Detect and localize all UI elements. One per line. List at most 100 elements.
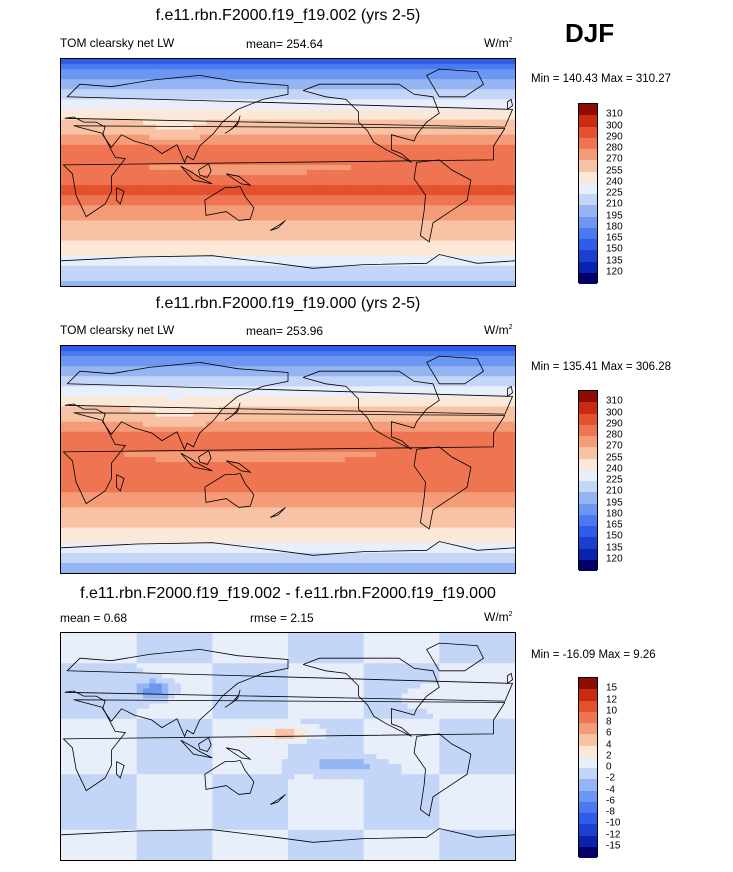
field-cell [149, 69, 157, 75]
field-cell [218, 391, 226, 398]
field-cell [458, 114, 466, 121]
field-cell [439, 371, 447, 377]
field-cell [420, 401, 428, 408]
field-cell [382, 129, 390, 136]
field-cell [451, 441, 459, 448]
field-cell [130, 205, 138, 211]
field-cell [281, 200, 289, 206]
field-cell [325, 119, 333, 126]
field-cell [369, 185, 377, 191]
field-cell [174, 441, 182, 448]
field-cell [464, 69, 472, 75]
field-cell [193, 346, 201, 352]
field-cell [243, 235, 251, 242]
field-cell [294, 381, 302, 387]
field-cell [92, 235, 100, 242]
field-cell [206, 195, 213, 201]
field-cell [262, 195, 270, 201]
field-cell [224, 215, 232, 222]
field-cell [451, 351, 459, 357]
field-cell [73, 190, 81, 196]
field-cell [174, 396, 182, 403]
field-cell [306, 144, 314, 151]
field-cell [124, 416, 131, 423]
field-cell [124, 235, 131, 242]
field-cell [439, 376, 447, 382]
field-cell [250, 59, 258, 65]
field-cell [124, 144, 131, 151]
field-cell [262, 169, 270, 176]
field-cell [124, 386, 131, 392]
field-cell [117, 59, 125, 65]
field-cell [269, 240, 276, 247]
field-cell [338, 185, 346, 191]
field-cell [407, 210, 415, 216]
field-cell [168, 159, 176, 166]
field-cell [496, 371, 503, 377]
field-cell [256, 225, 264, 232]
field-cell [174, 411, 182, 418]
field-cell [199, 230, 207, 237]
field-cell [111, 200, 119, 206]
field-cell [332, 356, 340, 362]
field-cell [363, 164, 371, 171]
field-cell [439, 426, 447, 433]
field-cell [187, 386, 195, 392]
field-cell [369, 220, 377, 227]
field-cell [275, 351, 283, 357]
field-cell [212, 200, 220, 206]
field-cell [433, 164, 440, 171]
field-cell [180, 436, 188, 443]
field-cell [212, 99, 220, 105]
field-cell [369, 456, 377, 463]
field-cell [477, 456, 485, 463]
field-cell [269, 185, 276, 191]
field-cell [73, 205, 81, 211]
field-cell [117, 371, 125, 377]
field-cell [319, 175, 327, 181]
field-cell [269, 180, 276, 186]
field-cell [395, 159, 403, 166]
field-cell [369, 250, 377, 257]
field-cell [344, 416, 352, 423]
field-cell [130, 441, 138, 448]
field-cell [218, 250, 226, 257]
field-cell [508, 200, 515, 206]
field-cell [508, 371, 515, 377]
field-cell [130, 366, 138, 372]
field-cell [262, 456, 270, 463]
field-cell [433, 69, 440, 75]
field-cell [294, 386, 302, 392]
field-cell [388, 200, 396, 206]
field-cell [388, 381, 396, 387]
field-cell [224, 69, 232, 75]
field-cell [111, 144, 119, 151]
field-cell [231, 225, 239, 232]
field-cell [117, 215, 125, 222]
field-cell [206, 119, 213, 126]
field-cell [395, 431, 403, 438]
field-cell [420, 411, 428, 418]
field-cell [187, 104, 195, 111]
field-cell [363, 154, 371, 161]
field-cell [98, 139, 106, 146]
field-cell [306, 441, 314, 448]
field-cell [338, 169, 346, 176]
field-cell [306, 69, 314, 75]
field-cell [142, 406, 150, 413]
field-cell [445, 114, 453, 121]
field-cell [79, 386, 87, 392]
coastline-eurasia [64, 74, 514, 164]
field-cell [433, 255, 440, 262]
field-cell [369, 74, 377, 80]
field-cell [98, 205, 106, 211]
field-cell [149, 446, 157, 453]
field-cell [237, 275, 245, 282]
coastline-greenland [426, 68, 485, 98]
field-cell [369, 265, 377, 272]
field-cell [351, 205, 358, 211]
field-cell [180, 230, 188, 237]
field-cell [149, 84, 157, 90]
field-cell [483, 129, 491, 136]
field-cell [224, 180, 232, 186]
